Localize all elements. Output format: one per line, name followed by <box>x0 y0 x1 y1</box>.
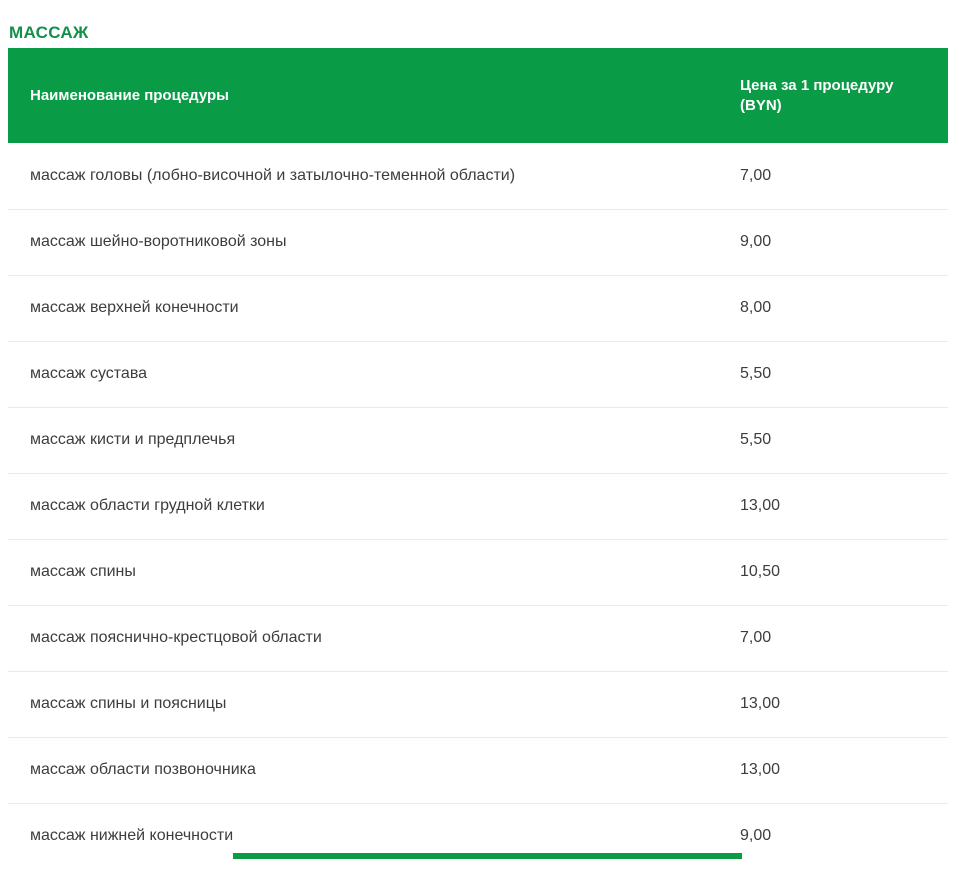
page-title: МАССАЖ <box>9 23 89 43</box>
procedure-name-cell: массаж кисти и предплечья <box>8 406 718 473</box>
procedure-price-cell: 7,00 <box>718 604 948 671</box>
table-row: массаж кисти и предплечья 5,50 <box>8 406 948 473</box>
procedure-name-cell: массаж области грудной клетки <box>8 472 718 539</box>
procedure-price-cell: 5,50 <box>718 406 948 473</box>
procedure-name-cell: массаж сустава <box>8 340 718 407</box>
procedure-price-cell: 5,50 <box>718 340 948 407</box>
table-header: Наименование процедуры Цена за 1 процеду… <box>8 48 948 143</box>
procedure-price-cell: 9,00 <box>718 802 948 869</box>
table-row: массаж нижней конечности 9,00 <box>8 802 948 869</box>
procedure-price-cell: 13,00 <box>718 736 948 803</box>
table-row: массаж пояснично-крестцовой области 7,00 <box>8 604 948 671</box>
table-row: массаж сустава 5,50 <box>8 340 948 407</box>
column-header-price: Цена за 1 процедуру (BYN) <box>718 48 948 143</box>
table-row: массаж спины и поясницы 13,00 <box>8 670 948 737</box>
procedure-price-cell: 7,00 <box>718 143 948 209</box>
procedure-name-cell: массаж шейно-воротниковой зоны <box>8 208 718 275</box>
procedure-name-cell: массаж спины <box>8 538 718 605</box>
procedure-price-cell: 13,00 <box>718 670 948 737</box>
table-body: массаж головы (лобно-височной и затылочн… <box>8 143 948 869</box>
procedure-price-cell: 10,50 <box>718 538 948 605</box>
procedure-name-cell: массаж спины и поясницы <box>8 670 718 737</box>
table-header-row: Наименование процедуры Цена за 1 процеду… <box>8 48 948 143</box>
table-row: массаж верхней конечности 8,00 <box>8 274 948 341</box>
procedure-name-cell: массаж головы (лобно-височной и затылочн… <box>8 143 718 209</box>
table-row: массаж области грудной клетки 13,00 <box>8 472 948 539</box>
table-row: массаж области позвоночника 13,00 <box>8 736 948 803</box>
table-row: массаж шейно-воротниковой зоны 9,00 <box>8 208 948 275</box>
column-header-procedure-name: Наименование процедуры <box>8 48 718 143</box>
next-section-header-partial <box>233 853 742 859</box>
procedure-name-cell: массаж области позвоночника <box>8 736 718 803</box>
price-table: Наименование процедуры Цена за 1 процеду… <box>8 48 948 869</box>
table-row: массаж спины 10,50 <box>8 538 948 605</box>
procedure-name-cell: массаж верхней конечности <box>8 274 718 341</box>
procedure-name-cell: массаж пояснично-крестцовой области <box>8 604 718 671</box>
procedure-price-cell: 8,00 <box>718 274 948 341</box>
procedure-name-cell: массаж нижней конечности <box>8 802 718 869</box>
procedure-price-cell: 13,00 <box>718 472 948 539</box>
table-row: массаж головы (лобно-височной и затылочн… <box>8 143 948 209</box>
procedure-price-cell: 9,00 <box>718 208 948 275</box>
